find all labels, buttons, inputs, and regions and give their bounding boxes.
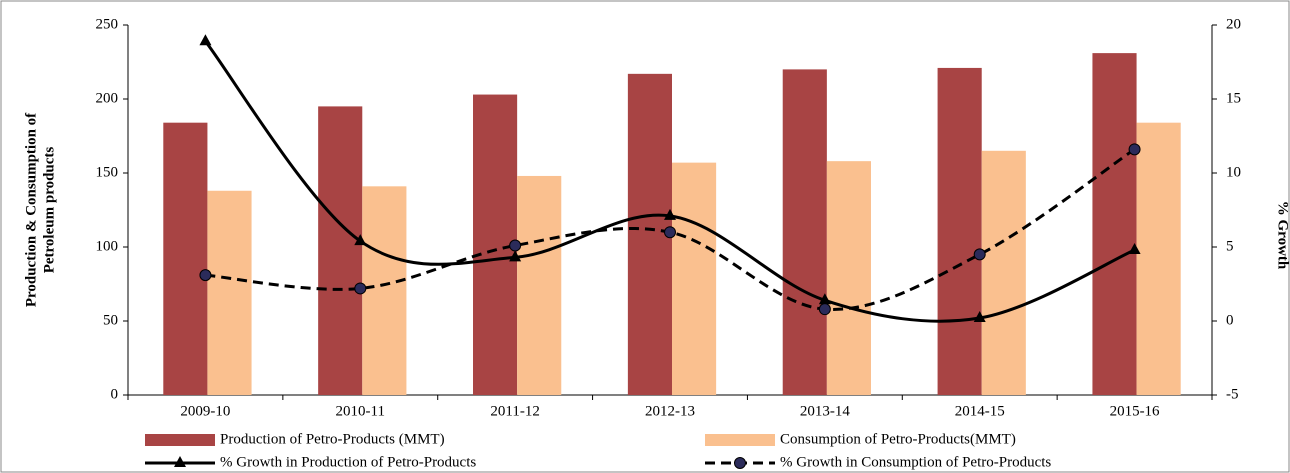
bar — [981, 150, 1026, 395]
marker — [354, 234, 367, 246]
marker — [199, 34, 212, 46]
marker — [973, 248, 986, 261]
legend-label: % Growth in Production of Petro-Products — [220, 454, 476, 470]
marker — [1128, 143, 1141, 156]
legend-label: Consumption of Petro-Products(MMT) — [780, 431, 1016, 447]
bar — [207, 190, 252, 395]
y-tick-label: 250 — [96, 16, 119, 32]
bar — [937, 67, 982, 396]
y-tick-label: 100 — [96, 238, 119, 254]
y2-tick-label: 10 — [1226, 164, 1241, 180]
legend-label: Production of Petro-Products (MMT) — [220, 431, 445, 447]
x-tick-label: 2014-15 — [955, 403, 1005, 419]
bar — [362, 186, 407, 395]
legend-swatch — [145, 434, 215, 446]
y2-tick-label: 15 — [1226, 90, 1241, 106]
y2-tick-label: 20 — [1226, 16, 1241, 32]
x-tick-label: 2010-11 — [336, 403, 385, 419]
x-tick-label: 2015-16 — [1110, 403, 1160, 419]
y2-tick-label: 5 — [1226, 238, 1234, 254]
marker — [509, 239, 522, 252]
x-tick-label: 2013-14 — [800, 403, 850, 419]
y-tick-label: 150 — [96, 164, 119, 180]
bar — [1136, 122, 1181, 396]
bar — [163, 122, 208, 396]
y-axis-title: Production & Consumption of Petroleum pr… — [23, 112, 57, 307]
marker — [174, 456, 186, 467]
bar — [517, 175, 562, 395]
marker — [354, 282, 367, 295]
y2-tick-label: 0 — [1226, 312, 1234, 328]
y-axis-title-line: Production & Consumption of — [23, 112, 39, 307]
y2-axis-title: % Growth — [1275, 201, 1290, 270]
bar — [826, 161, 871, 395]
x-tick-label: 2009-10 — [180, 403, 230, 419]
marker — [818, 303, 831, 316]
marker — [734, 457, 746, 469]
x-tick-label: 2011-12 — [490, 403, 539, 419]
marker — [509, 250, 522, 262]
marker — [664, 226, 676, 239]
marker — [973, 311, 986, 323]
marker — [664, 208, 676, 220]
y2-tick-label: -5 — [1226, 386, 1239, 402]
bar — [672, 162, 717, 395]
marker — [818, 293, 831, 305]
bar — [1092, 53, 1137, 396]
y-axis-title-line: Petroleum products — [41, 147, 57, 274]
y-tick-label: 0 — [111, 386, 119, 402]
legend-swatch — [705, 434, 775, 446]
marker — [199, 269, 212, 282]
y-tick-label: 200 — [96, 90, 119, 106]
bar — [318, 106, 363, 396]
marker — [1128, 242, 1141, 254]
bar — [782, 69, 827, 396]
x-tick-label: 2012-13 — [645, 403, 695, 419]
y-tick-label: 50 — [103, 312, 118, 328]
legend-label: % Growth in Consumption of Petro-Product… — [780, 454, 1051, 470]
